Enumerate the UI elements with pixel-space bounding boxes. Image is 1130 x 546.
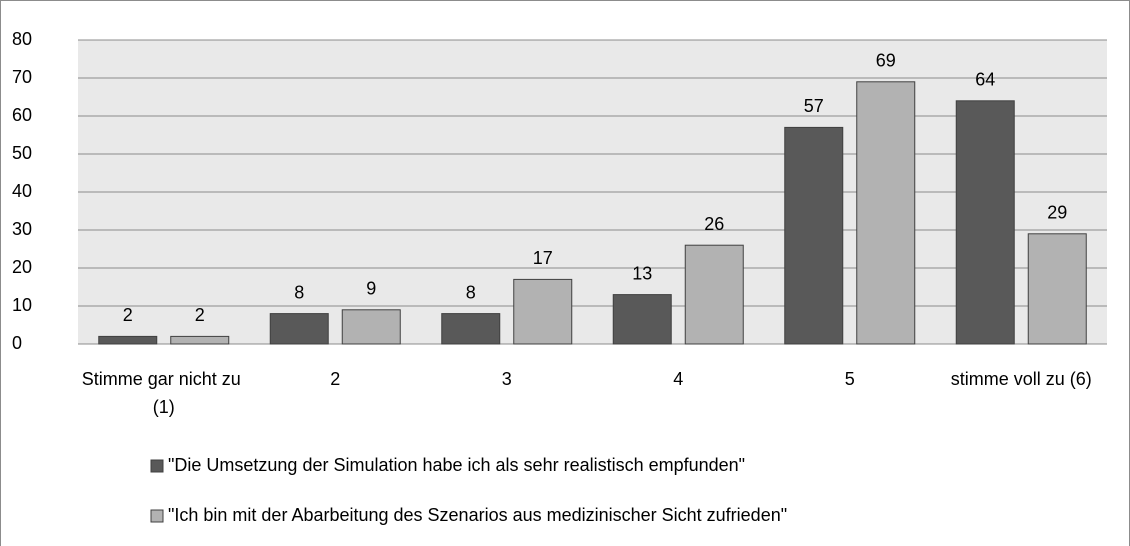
value-label: 2 (195, 305, 205, 325)
x-tick-label: stimme voll zu (6) (951, 369, 1092, 389)
y-tick-label: 50 (12, 143, 32, 163)
bar (612, 294, 672, 345)
bar (955, 100, 1015, 345)
x-tick-label: 4 (673, 369, 683, 389)
value-label: 64 (975, 70, 995, 90)
value-label: 57 (804, 96, 824, 116)
y-tick-label: 80 (12, 29, 32, 49)
x-tick-label: 2 (330, 369, 340, 389)
x-tick-label-line: Stimme gar nicht zu (82, 369, 246, 389)
bar (269, 313, 329, 345)
x-tick-label-line: 4 (673, 369, 683, 389)
y-tick-label: 20 (12, 257, 32, 277)
bar (856, 81, 916, 345)
x-tick-label-line: (1) (153, 397, 175, 417)
x-tick-label: 3 (502, 369, 512, 389)
x-tick-label-line: stimme voll zu (6) (951, 369, 1092, 389)
bar (98, 335, 158, 345)
value-label: 29 (1047, 203, 1067, 223)
legend-swatch (150, 459, 164, 473)
value-label: 9 (366, 279, 376, 299)
bar (441, 313, 501, 345)
bar (684, 244, 744, 345)
y-tick-label: 60 (12, 105, 32, 125)
legend-label: "Ich bin mit der Abarbeitung des Szenari… (168, 505, 787, 525)
value-label: 8 (294, 282, 304, 302)
x-tick-label-line: 3 (502, 369, 512, 389)
x-tick-label-line: 2 (330, 369, 340, 389)
bar (1027, 233, 1087, 345)
legend-label: "Die Umsetzung der Simulation habe ich a… (168, 455, 745, 475)
bar (341, 309, 401, 345)
y-tick-label: 30 (12, 219, 32, 239)
bar (170, 335, 230, 345)
x-tick-label: Stimme gar nicht zu (1) (82, 369, 246, 417)
bar (784, 126, 844, 345)
value-label: 2 (123, 305, 133, 325)
y-tick-label: 70 (12, 67, 32, 87)
x-tick-label: 5 (845, 369, 855, 389)
legend-swatch (150, 509, 164, 523)
value-label: 8 (466, 282, 476, 302)
y-tick-label: 10 (12, 295, 32, 315)
value-label: 69 (876, 51, 896, 71)
value-label: 17 (533, 248, 553, 268)
x-tick-label-line: 5 (845, 369, 855, 389)
y-tick-label: 40 (12, 181, 32, 201)
value-label: 26 (704, 214, 724, 234)
y-tick-label: 0 (12, 333, 22, 353)
bar (513, 278, 573, 345)
value-label: 13 (632, 263, 652, 283)
